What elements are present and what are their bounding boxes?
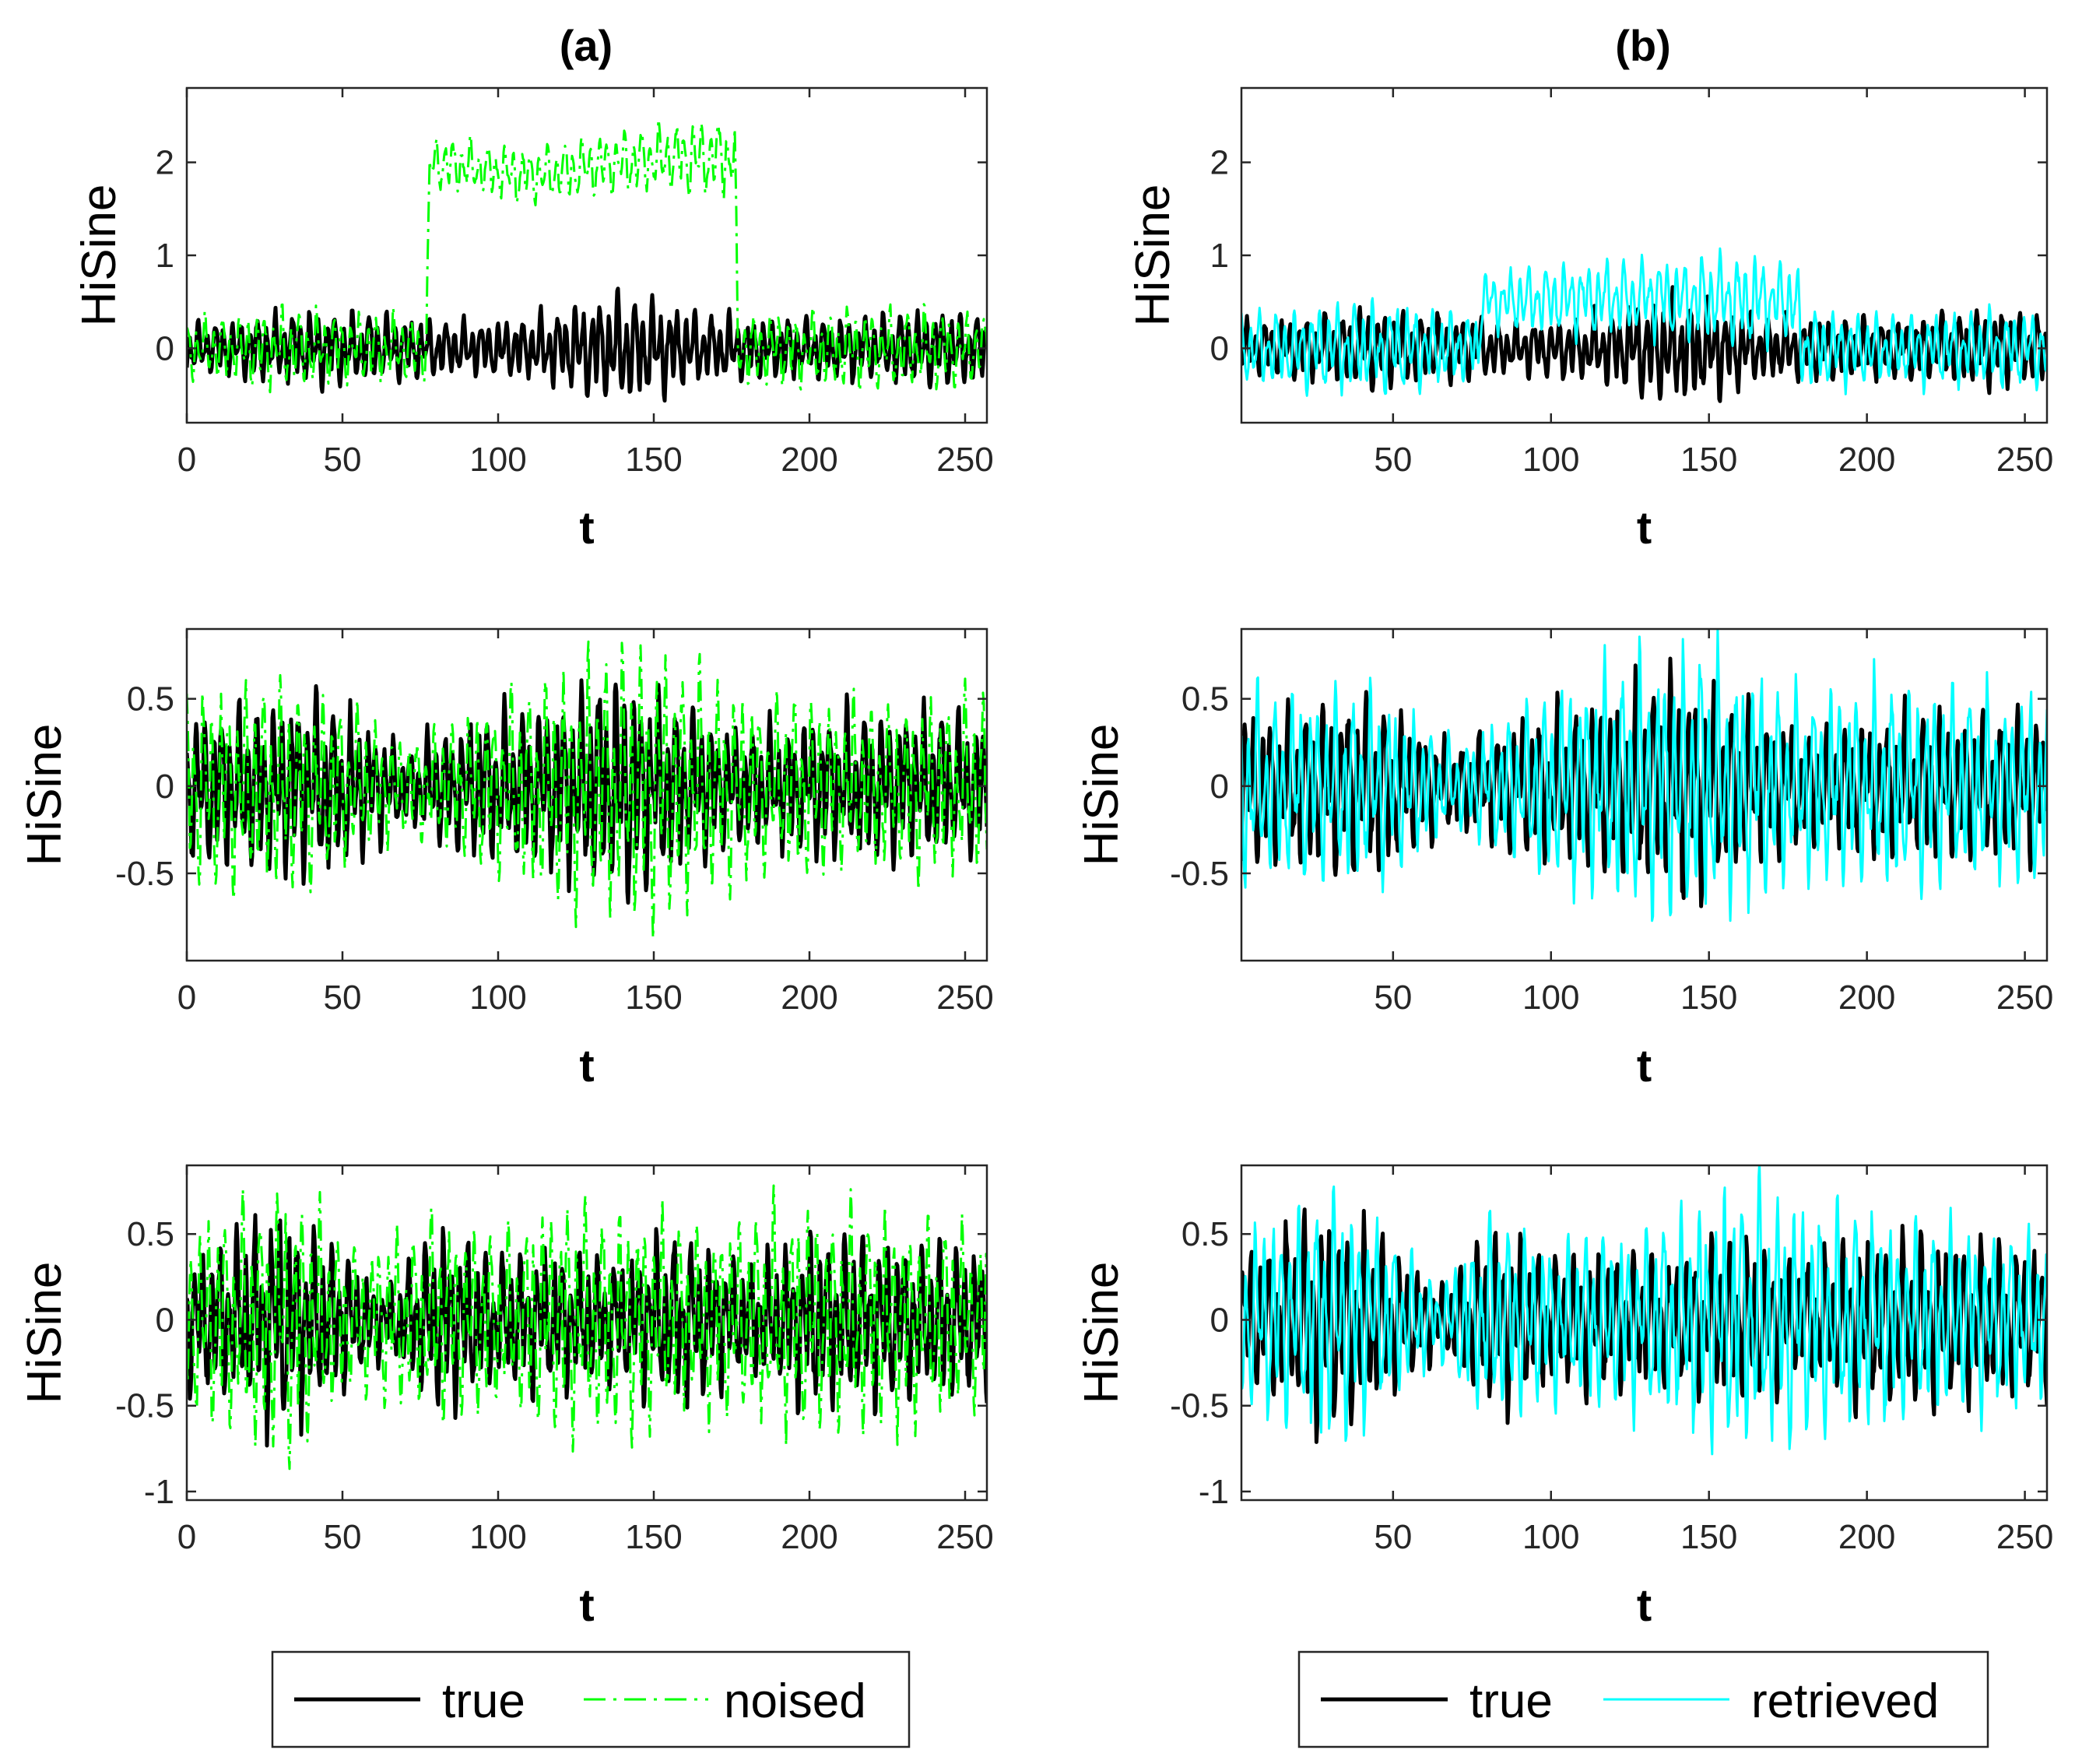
y-tick-label: 0: [1210, 768, 1229, 806]
x-tick-label: 150: [1680, 1518, 1737, 1556]
x-tick-label: 200: [781, 979, 837, 1017]
legend-b-true-label: true: [1469, 1674, 1553, 1728]
x-tick-label: 150: [1680, 441, 1737, 479]
x-tick-label: 50: [1374, 1518, 1412, 1556]
x-tick-label: 150: [625, 1518, 682, 1556]
series-group: [187, 118, 987, 403]
y-tick-label: 0: [156, 1301, 174, 1339]
y-tick-label: 0: [156, 768, 174, 806]
series-group: [187, 1184, 987, 1471]
y-axis-label: HiSine: [1126, 184, 1180, 327]
x-axis-label: t: [579, 1041, 594, 1091]
x-tick-label: 250: [936, 979, 993, 1017]
y-tick-label: 0.5: [1181, 1215, 1229, 1253]
axes-box: [1240, 627, 2049, 962]
x-tick-label: 200: [1838, 979, 1895, 1017]
axes-box: [1240, 1164, 2049, 1502]
y-tick-label: 1: [1210, 237, 1229, 275]
x-tick-label: 250: [1996, 1518, 2053, 1556]
x-axis-label: t: [579, 503, 594, 553]
y-tick-label: -0.5: [115, 855, 174, 893]
legend-a-true-label: true: [442, 1674, 525, 1728]
x-tick-label: 0: [177, 979, 196, 1017]
axes-box: [185, 627, 988, 962]
x-tick-label: 100: [1522, 979, 1579, 1017]
x-axis-label: t: [1637, 503, 1652, 553]
y-tick-label: 0: [1210, 1301, 1229, 1339]
y-tick-label: 0.5: [127, 680, 174, 719]
chart-panel-b3: 50 100 150 200 250 -1 -0.5 0 0.5 t HiSine: [1075, 1164, 2053, 1631]
x-tick-label: 100: [1522, 441, 1579, 479]
legend-b: true retrieved: [1297, 1650, 1989, 1748]
x-tick-label: 250: [936, 441, 993, 479]
chart-panel-b1: 50 100 150 200 250 0 1 2 t HiSine: [1126, 86, 2053, 553]
series-line-noised: [187, 1184, 987, 1471]
x-tick-label: 100: [469, 441, 526, 479]
y-tick-label: -0.5: [115, 1387, 174, 1425]
series-group: [187, 640, 987, 940]
x-tick-label: 200: [781, 441, 837, 479]
x-tick-label: 100: [1522, 1518, 1579, 1556]
x-tick-label: 250: [1996, 441, 2053, 479]
y-axis-label: HiSine: [1075, 724, 1129, 866]
y-tick-label: 2: [156, 144, 174, 182]
y-tick-label: 0.5: [1181, 680, 1229, 719]
x-tick-label: 100: [469, 1518, 526, 1556]
column-a-title: (a): [560, 21, 613, 70]
x-tick-label: 0: [177, 441, 196, 479]
y-tick-label: 0: [1210, 329, 1229, 367]
x-axis-label: t: [1637, 1041, 1652, 1091]
chart-panel-a3: 0 50 100 150 200 250 -1 -0.5 0 0.5 t HiSine: [18, 1164, 994, 1631]
x-axis-label: t: [579, 1580, 594, 1631]
y-tick-label: -1: [144, 1473, 174, 1511]
series-line-true: [187, 1213, 987, 1448]
series-line-noised: [187, 118, 987, 394]
y-tick-label: -0.5: [1170, 1387, 1229, 1425]
series-group: [1241, 1165, 2047, 1456]
series-group: [1241, 247, 2047, 403]
y-axis-label: HiSine: [72, 184, 126, 327]
series-line-true: [1241, 656, 2047, 908]
x-tick-label: 50: [324, 441, 362, 479]
x-tick-label: 150: [1680, 979, 1737, 1017]
series-line-true: [1241, 285, 2047, 403]
series-group: [1241, 629, 2047, 922]
y-tick-label: 0: [156, 329, 174, 367]
x-tick-label: 100: [469, 979, 526, 1017]
y-tick-label: 0.5: [127, 1215, 174, 1253]
x-tick-label: 200: [1838, 1518, 1895, 1556]
chart-panel-a1: 0 50 100 150 200 250 0 1 2 t HiSine: [72, 86, 994, 553]
x-tick-label: 250: [1996, 979, 2053, 1017]
y-axis-label: HiSine: [1075, 1262, 1129, 1404]
x-tick-label: 0: [177, 1518, 196, 1556]
series-line-retrieved: [1241, 1165, 2047, 1456]
series-line-retrieved: [1241, 629, 2047, 922]
legend-b-retrieved-label: retrieved: [1751, 1674, 1939, 1728]
x-tick-label: 150: [625, 441, 682, 479]
series-line-retrieved: [1241, 247, 2047, 397]
chart-panel-a2: 0 50 100 150 200 250 -0.5 0 0.5 t HiSine: [18, 627, 994, 1091]
x-tick-label: 150: [625, 979, 682, 1017]
x-tick-label: 50: [324, 979, 362, 1017]
column-b-title: (b): [1615, 21, 1671, 70]
x-tick-label: 200: [1838, 441, 1895, 479]
x-axis-label: t: [1637, 1580, 1652, 1631]
y-tick-label: 1: [156, 237, 174, 275]
y-axis-label: HiSine: [18, 1262, 72, 1404]
chart-panel-b2: 50 100 150 200 250 -0.5 0 0.5 t HiSine: [1075, 627, 2053, 1091]
y-tick-label: -1: [1199, 1473, 1229, 1511]
legend-a: true noised: [271, 1650, 911, 1748]
y-tick-label: 2: [1210, 144, 1229, 182]
x-tick-label: 50: [324, 1518, 362, 1556]
x-tick-label: 50: [1374, 979, 1412, 1017]
legend-a-noised-label: noised: [724, 1674, 866, 1728]
x-tick-label: 250: [936, 1518, 993, 1556]
x-tick-label: 200: [781, 1518, 837, 1556]
axes-box: [185, 1164, 988, 1502]
y-tick-label: -0.5: [1170, 855, 1229, 893]
series-line-true: [187, 678, 987, 905]
x-tick-label: 50: [1374, 441, 1412, 479]
y-axis-label: HiSine: [18, 724, 72, 866]
